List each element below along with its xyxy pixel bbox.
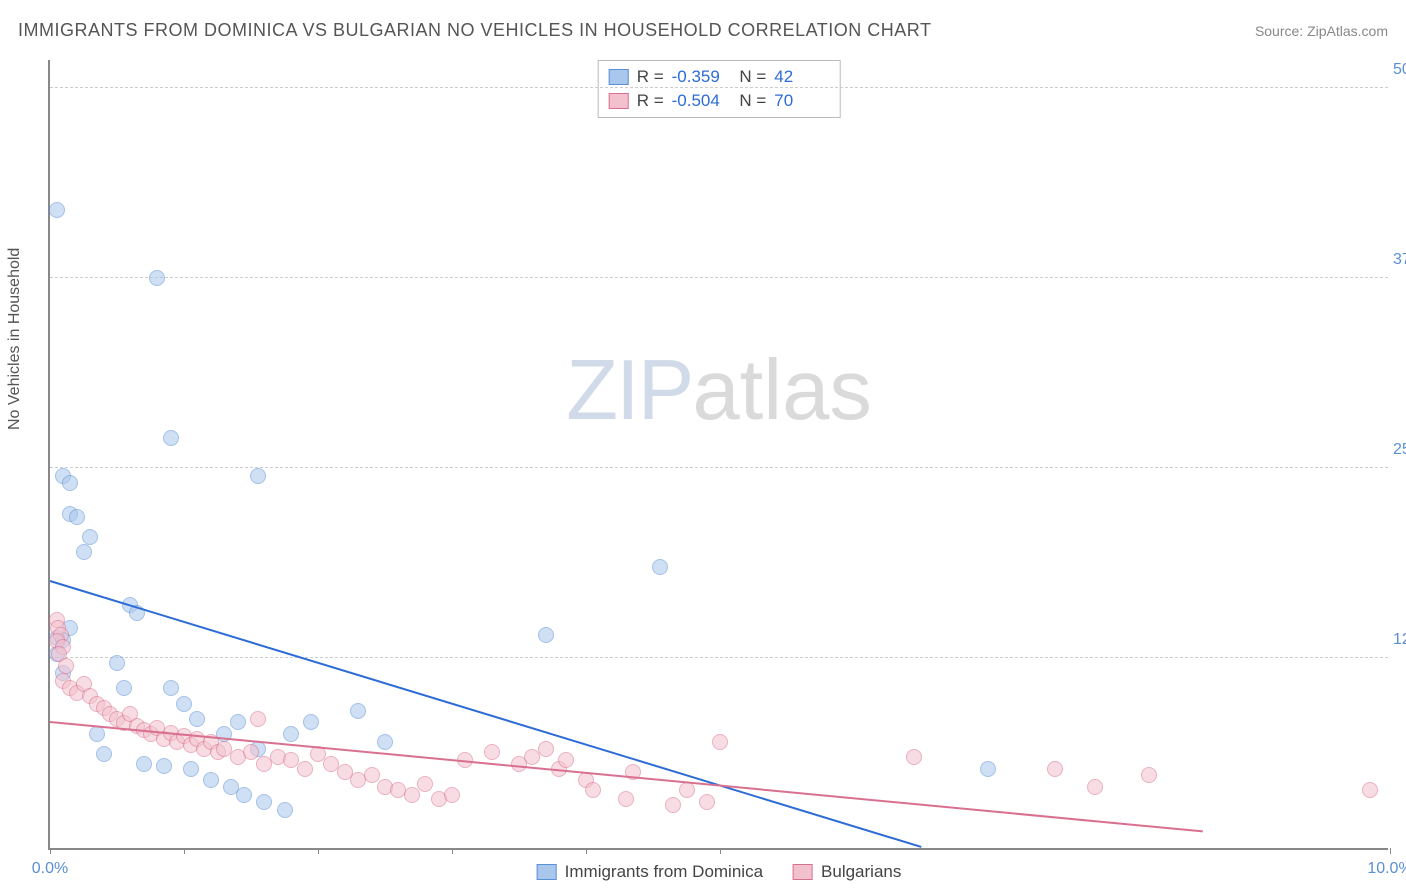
stats-row: R = -0.504 N = 70 bbox=[609, 89, 830, 113]
data-point bbox=[49, 202, 65, 218]
x-tick-label: 0.0% bbox=[32, 860, 68, 878]
stat-n-label: N = bbox=[735, 91, 767, 111]
stats-row: R = -0.359 N = 42 bbox=[609, 65, 830, 89]
data-point bbox=[243, 744, 259, 760]
data-point bbox=[62, 475, 78, 491]
data-point bbox=[652, 559, 668, 575]
stat-r-value: -0.504 bbox=[672, 91, 727, 111]
legend: Immigrants from Dominica Bulgarians bbox=[537, 862, 902, 882]
data-point bbox=[558, 752, 574, 768]
data-point bbox=[303, 714, 319, 730]
data-point bbox=[82, 529, 98, 545]
data-point bbox=[1047, 761, 1063, 777]
x-tick bbox=[452, 848, 453, 854]
data-point bbox=[69, 509, 85, 525]
data-point bbox=[156, 758, 172, 774]
x-tick-label: 10.0% bbox=[1367, 860, 1406, 878]
data-point bbox=[1087, 779, 1103, 795]
gridline bbox=[50, 87, 1388, 88]
data-point bbox=[116, 680, 132, 696]
data-point bbox=[109, 655, 125, 671]
legend-label: Bulgarians bbox=[821, 862, 901, 882]
data-point bbox=[377, 734, 393, 750]
x-tick bbox=[720, 848, 721, 854]
data-point bbox=[256, 794, 272, 810]
stat-r-label: R = bbox=[637, 91, 664, 111]
data-point bbox=[699, 794, 715, 810]
data-point bbox=[538, 627, 554, 643]
data-point bbox=[297, 761, 313, 777]
x-tick bbox=[586, 848, 587, 854]
stat-n-label: N = bbox=[735, 67, 767, 87]
data-point bbox=[1141, 767, 1157, 783]
scatter-chart: ZIPatlas R = -0.359 N = 42R = -0.504 N =… bbox=[48, 60, 1388, 850]
data-point bbox=[404, 787, 420, 803]
y-tick-label: 50.0% bbox=[1393, 61, 1406, 79]
y-axis-label: No Vehicles in Household bbox=[6, 248, 24, 430]
data-point bbox=[189, 711, 205, 727]
data-point bbox=[136, 756, 152, 772]
source-label: Source: ZipAtlas.com bbox=[1255, 23, 1388, 39]
data-point bbox=[1362, 782, 1378, 798]
legend-swatch bbox=[793, 864, 813, 880]
data-point bbox=[417, 776, 433, 792]
watermark: ZIPatlas bbox=[566, 342, 872, 440]
y-tick-label: 25.0% bbox=[1393, 441, 1406, 459]
data-point bbox=[236, 787, 252, 803]
data-point bbox=[484, 744, 500, 760]
chart-title: IMMIGRANTS FROM DOMINICA VS BULGARIAN NO… bbox=[18, 20, 931, 41]
legend-item: Immigrants from Dominica bbox=[537, 862, 763, 882]
data-point bbox=[163, 680, 179, 696]
stat-n-value: 42 bbox=[774, 67, 829, 87]
data-point bbox=[980, 761, 996, 777]
data-point bbox=[203, 772, 219, 788]
stat-r-value: -0.359 bbox=[672, 67, 727, 87]
correlation-stats-box: R = -0.359 N = 42R = -0.504 N = 70 bbox=[598, 60, 841, 118]
stat-n-value: 70 bbox=[774, 91, 829, 111]
trend-line bbox=[50, 721, 1203, 832]
x-tick bbox=[318, 848, 319, 854]
legend-item: Bulgarians bbox=[793, 862, 901, 882]
data-point bbox=[906, 749, 922, 765]
legend-label: Immigrants from Dominica bbox=[565, 862, 763, 882]
data-point bbox=[250, 711, 266, 727]
data-point bbox=[96, 746, 112, 762]
data-point bbox=[163, 430, 179, 446]
series-swatch bbox=[609, 93, 629, 109]
trend-line bbox=[50, 580, 922, 848]
x-tick bbox=[50, 848, 51, 854]
gridline bbox=[50, 467, 1388, 468]
data-point bbox=[149, 270, 165, 286]
data-point bbox=[176, 696, 192, 712]
y-tick-label: 37.5% bbox=[1393, 251, 1406, 269]
gridline bbox=[50, 657, 1388, 658]
legend-swatch bbox=[537, 864, 557, 880]
data-point bbox=[665, 797, 681, 813]
data-point bbox=[89, 726, 105, 742]
data-point bbox=[183, 761, 199, 777]
gridline bbox=[50, 277, 1388, 278]
data-point bbox=[277, 802, 293, 818]
data-point bbox=[444, 787, 460, 803]
data-point bbox=[364, 767, 380, 783]
data-point bbox=[350, 703, 366, 719]
y-tick-label: 12.5% bbox=[1393, 631, 1406, 649]
series-swatch bbox=[609, 69, 629, 85]
data-point bbox=[679, 782, 695, 798]
data-point bbox=[250, 468, 266, 484]
data-point bbox=[58, 658, 74, 674]
data-point bbox=[712, 734, 728, 750]
data-point bbox=[76, 544, 92, 560]
x-tick bbox=[184, 848, 185, 854]
data-point bbox=[538, 741, 554, 757]
data-point bbox=[283, 726, 299, 742]
data-point bbox=[230, 714, 246, 730]
x-tick bbox=[1390, 848, 1391, 854]
stat-r-label: R = bbox=[637, 67, 664, 87]
data-point bbox=[618, 791, 634, 807]
data-point bbox=[585, 782, 601, 798]
